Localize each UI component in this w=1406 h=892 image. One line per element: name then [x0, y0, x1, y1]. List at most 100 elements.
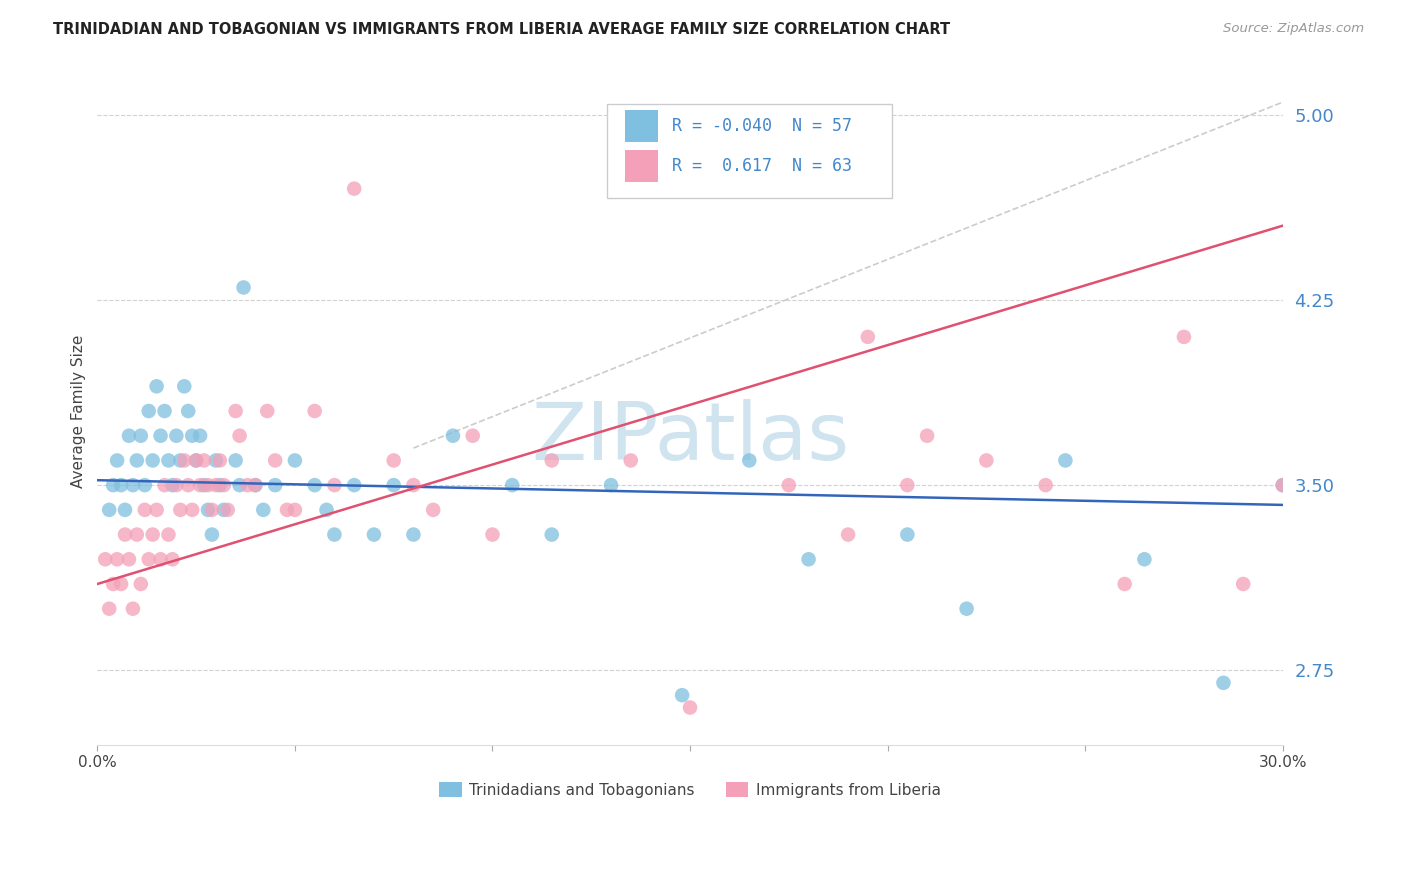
Point — [284, 453, 307, 467]
Point — [738, 181, 761, 195]
Point — [620, 453, 643, 467]
Point — [205, 453, 228, 467]
Point — [422, 503, 444, 517]
Point — [738, 453, 761, 467]
Point — [165, 428, 187, 442]
Point — [153, 404, 176, 418]
Point — [169, 453, 191, 467]
Point — [501, 478, 523, 492]
Point — [256, 404, 278, 418]
Point — [145, 503, 167, 517]
Point — [188, 428, 211, 442]
Point — [149, 552, 172, 566]
Point — [671, 688, 693, 702]
Point — [105, 552, 128, 566]
Point — [110, 577, 132, 591]
Point — [201, 503, 224, 517]
Point — [212, 503, 235, 517]
Point — [1114, 577, 1136, 591]
Point — [145, 379, 167, 393]
Point — [797, 552, 820, 566]
Point — [129, 577, 152, 591]
Point — [1212, 675, 1234, 690]
Point — [173, 453, 195, 467]
Y-axis label: Average Family Size: Average Family Size — [72, 334, 86, 488]
Point — [134, 478, 156, 492]
FancyBboxPatch shape — [607, 104, 891, 197]
Point — [181, 503, 204, 517]
Point — [125, 453, 148, 467]
Point — [976, 453, 998, 467]
Point — [129, 428, 152, 442]
Point — [245, 478, 267, 492]
Point — [382, 453, 405, 467]
Point — [955, 601, 977, 615]
Point — [98, 503, 121, 517]
Point — [153, 478, 176, 492]
Point — [382, 478, 405, 492]
Text: R = -0.040  N = 57: R = -0.040 N = 57 — [672, 117, 852, 136]
Point — [118, 552, 141, 566]
Point — [225, 404, 247, 418]
Legend: Trinidadians and Tobagonians, Immigrants from Liberia: Trinidadians and Tobagonians, Immigrants… — [433, 775, 948, 804]
Point — [837, 527, 859, 541]
Point — [197, 503, 219, 517]
Point — [363, 527, 385, 541]
Point — [1173, 330, 1195, 344]
Point — [184, 453, 207, 467]
Point — [142, 453, 165, 467]
FancyBboxPatch shape — [624, 150, 658, 182]
Point — [134, 503, 156, 517]
Point — [110, 478, 132, 492]
Point — [1271, 478, 1294, 492]
Point — [284, 503, 307, 517]
Point — [169, 503, 191, 517]
Point — [201, 527, 224, 541]
Point — [264, 478, 287, 492]
Point — [197, 478, 219, 492]
Point — [245, 478, 267, 492]
Point — [402, 478, 425, 492]
Point — [208, 478, 231, 492]
Point — [125, 527, 148, 541]
Point — [122, 478, 145, 492]
Point — [177, 478, 200, 492]
Point — [94, 552, 117, 566]
Point — [114, 527, 136, 541]
Point — [441, 428, 464, 442]
Point — [162, 552, 184, 566]
Point — [540, 527, 562, 541]
Point — [142, 527, 165, 541]
Point — [915, 428, 938, 442]
Point — [138, 552, 160, 566]
Point — [232, 280, 254, 294]
Point — [1054, 453, 1077, 467]
Point — [304, 478, 326, 492]
Point — [208, 453, 231, 467]
Point — [1271, 478, 1294, 492]
Point — [236, 478, 259, 492]
Point — [157, 527, 180, 541]
Point — [138, 404, 160, 418]
Text: TRINIDADIAN AND TOBAGONIAN VS IMMIGRANTS FROM LIBERIA AVERAGE FAMILY SIZE CORREL: TRINIDADIAN AND TOBAGONIAN VS IMMIGRANTS… — [53, 22, 950, 37]
Point — [188, 478, 211, 492]
Point — [679, 700, 702, 714]
Point — [600, 478, 623, 492]
FancyBboxPatch shape — [624, 110, 658, 142]
Point — [252, 503, 274, 517]
Point — [184, 453, 207, 467]
Point — [177, 404, 200, 418]
Point — [101, 577, 124, 591]
Point — [264, 453, 287, 467]
Point — [228, 428, 250, 442]
Point — [1133, 552, 1156, 566]
Point — [101, 478, 124, 492]
Point — [1232, 577, 1254, 591]
Point — [193, 478, 215, 492]
Text: R =  0.617  N = 63: R = 0.617 N = 63 — [672, 157, 852, 175]
Point — [896, 527, 918, 541]
Point — [225, 453, 247, 467]
Point — [157, 453, 180, 467]
Point — [304, 404, 326, 418]
Point — [323, 478, 346, 492]
